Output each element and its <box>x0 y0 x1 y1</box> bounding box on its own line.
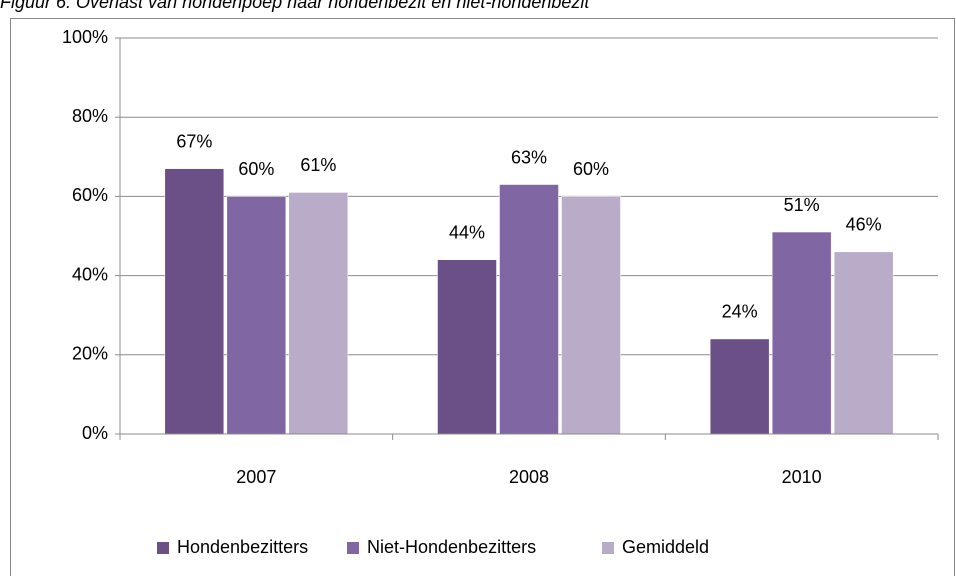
data-label: 61% <box>300 155 336 175</box>
bar <box>288 192 349 435</box>
data-label: 51% <box>784 195 820 215</box>
legend-swatch <box>347 542 359 554</box>
data-label: 63% <box>511 147 547 167</box>
legend-swatch <box>602 542 614 554</box>
legend-label: Gemiddeld <box>622 537 709 557</box>
legend-swatch <box>157 542 169 554</box>
data-label: 60% <box>238 159 274 179</box>
y-tick-label: 20% <box>72 344 108 364</box>
data-label: 67% <box>176 131 212 151</box>
y-tick-label: 100% <box>62 27 108 47</box>
data-label: 44% <box>449 223 485 243</box>
bar <box>771 231 832 435</box>
bar <box>499 184 559 435</box>
bar <box>709 338 770 435</box>
x-tick-label: 2010 <box>782 467 822 487</box>
bar <box>833 251 894 435</box>
bar <box>437 259 497 435</box>
x-tick-label: 2007 <box>236 467 276 487</box>
bar <box>561 196 621 435</box>
data-label: 24% <box>722 302 758 322</box>
legend-label: Niet-Hondenbezitters <box>367 537 536 557</box>
y-tick-label: 80% <box>72 106 108 126</box>
legend-label: Hondenbezitters <box>177 537 308 557</box>
chart-border <box>10 18 955 576</box>
data-label: 46% <box>846 215 882 235</box>
bar <box>226 196 287 435</box>
chart-title: Figuur 6: Overlast van hondenpoep naar h… <box>0 0 590 12</box>
y-tick-label: 40% <box>72 264 108 284</box>
data-label: 60% <box>573 159 609 179</box>
y-tick-label: 0% <box>82 423 108 443</box>
x-tick-label: 2008 <box>509 467 549 487</box>
bar <box>164 168 225 435</box>
y-tick-label: 60% <box>72 185 108 205</box>
